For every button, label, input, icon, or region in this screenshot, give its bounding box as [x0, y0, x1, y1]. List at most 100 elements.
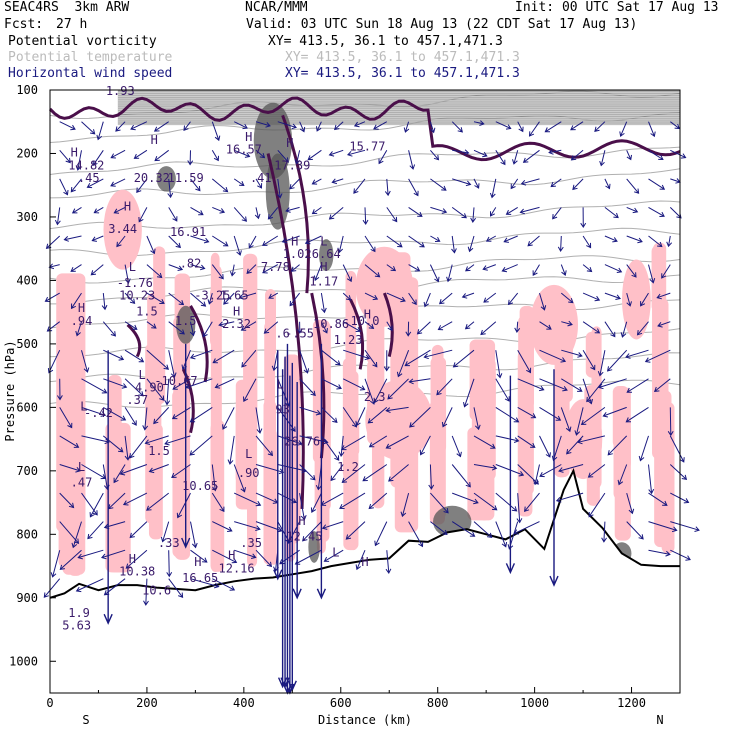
contour-label: 17.39 [274, 158, 310, 172]
contour-label: 1.93 [106, 84, 135, 98]
wind-vector [560, 292, 574, 304]
wind-vector [519, 206, 540, 215]
wind-vector [268, 292, 279, 299]
wind-vector [299, 121, 306, 133]
wind-vector [234, 549, 257, 559]
contour-label: H [124, 200, 131, 214]
wind-vector [495, 350, 503, 379]
wind-vector [299, 493, 307, 521]
wind-vector [316, 343, 327, 600]
contour-label: H [361, 555, 368, 569]
wind-vector [625, 406, 649, 423]
wind-vector [463, 378, 475, 408]
wind-vector [190, 292, 207, 307]
wind-vector [517, 378, 545, 392]
wind-vector [464, 321, 475, 330]
wind-vector [495, 121, 512, 130]
contour-label: 11.59 [168, 171, 204, 185]
wind-vector [430, 492, 449, 514]
wind-vector [146, 235, 156, 255]
wind-vector [582, 264, 593, 273]
wind-vector [597, 378, 627, 390]
wind-vector [211, 464, 218, 492]
wind-vector [103, 349, 125, 361]
wind-vector [452, 349, 475, 368]
pv-shade-blob [622, 424, 632, 470]
wind-vector [241, 349, 257, 368]
wind-vector [423, 292, 431, 308]
contour-label: 1.9 [68, 606, 90, 620]
wind-vector [328, 149, 344, 157]
wind-vector [429, 264, 440, 283]
wind-vector [254, 207, 261, 220]
pv-shade-blob [621, 259, 651, 340]
wind-vector [604, 321, 616, 338]
wind-vector [561, 320, 573, 327]
wind-vector [626, 492, 635, 515]
wind-vector [516, 493, 523, 524]
wind-vector [59, 549, 82, 571]
wind-vector [246, 264, 257, 274]
contour-label: 10.0 [351, 314, 380, 328]
wind-vector [48, 263, 60, 270]
wind-vector [495, 521, 508, 548]
wind-vector [302, 521, 322, 542]
wind-vector [183, 121, 191, 132]
wind-vector [557, 235, 564, 252]
wind-vector [119, 464, 148, 476]
terrain-line [49, 467, 680, 599]
wind-vector [428, 464, 435, 490]
wind-vector [59, 178, 69, 196]
wind-vector [323, 549, 344, 562]
wind-vector [333, 121, 344, 131]
contour-label: .45 [78, 171, 100, 185]
wind-vector [93, 206, 104, 214]
wind-vector [364, 321, 375, 329]
wind-vector [396, 350, 410, 378]
wind-vector [292, 381, 302, 600]
plot-frame [49, 89, 681, 694]
wind-vector [473, 120, 485, 126]
wind-vector [602, 406, 627, 418]
contour-label: .82 [180, 257, 202, 271]
wind-vector [408, 206, 423, 217]
gray-shade-blob [176, 305, 196, 344]
wind-vector [133, 149, 148, 159]
wind-vector [189, 321, 196, 337]
wind-vector [227, 435, 235, 465]
contour-label: H [233, 304, 240, 318]
wind-vector [467, 235, 475, 253]
wind-vector [113, 206, 126, 214]
wind-vector [385, 550, 392, 574]
contour-label: 10.86 [313, 317, 349, 331]
wind-vector [408, 178, 419, 197]
wind-vector [59, 149, 71, 164]
pv-shade-blob [523, 401, 534, 479]
wind-vector [296, 321, 303, 334]
contour-label: .94 [71, 314, 93, 328]
wind-vector [636, 321, 649, 336]
contour-label: -3.25 [194, 288, 230, 302]
wind-vector [190, 578, 220, 589]
wind-vector [255, 464, 285, 475]
wind-vector [405, 321, 412, 337]
wind-vector [190, 206, 204, 216]
wind-vector [451, 464, 471, 488]
wind-vector [495, 464, 525, 477]
contour-label: -.42 [84, 406, 113, 420]
wind-vector [124, 292, 136, 304]
wind-vector [218, 321, 235, 328]
contour-label: H [194, 555, 201, 569]
contour-label: 1.5 [136, 304, 158, 318]
wind-vector [299, 435, 329, 445]
wind-vector [416, 321, 431, 335]
wind-vector [485, 235, 497, 242]
wind-vector [539, 321, 552, 330]
field-name-pv: Potential vorticity [8, 34, 157, 49]
contour-label: 12.16 [219, 561, 255, 575]
terrain [49, 467, 680, 693]
wind-vector [81, 350, 90, 373]
wind-vector [311, 206, 322, 215]
contour-label: 2.3 [364, 390, 386, 404]
pv-shade-blob [469, 339, 496, 421]
